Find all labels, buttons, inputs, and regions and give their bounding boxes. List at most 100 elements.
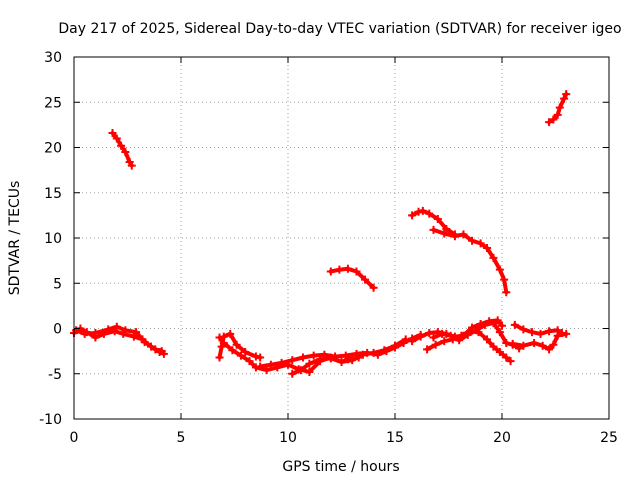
data-point <box>429 225 438 234</box>
data-point <box>459 230 468 239</box>
y-tick-label: 25 <box>44 95 62 111</box>
series-arc-8 <box>510 320 566 338</box>
series-line <box>431 227 509 295</box>
y-tick-label: -5 <box>48 367 62 383</box>
data-point <box>262 366 271 375</box>
x-tick-label: 25 <box>600 430 618 446</box>
data-point <box>553 110 562 119</box>
series-arc-1b <box>72 322 166 356</box>
data-point <box>440 337 449 346</box>
data-point <box>112 134 121 143</box>
data-point <box>91 329 100 338</box>
data-point <box>560 94 569 103</box>
data-point <box>363 348 372 357</box>
data-point <box>549 115 558 124</box>
data-point <box>495 265 504 274</box>
data-point <box>530 338 539 347</box>
series-arc-3c <box>256 330 425 371</box>
data-point <box>489 319 498 328</box>
y-tick-label: 10 <box>44 231 62 247</box>
data-point <box>335 265 344 274</box>
y-tick-label: 5 <box>53 276 62 292</box>
data-point <box>232 340 241 349</box>
y-tick-label: 0 <box>53 322 62 338</box>
series-arc-8b <box>508 329 571 354</box>
data-point <box>476 239 485 248</box>
series-line <box>74 324 164 354</box>
data-point <box>309 351 318 360</box>
data-point <box>553 331 562 340</box>
data-point <box>555 103 564 112</box>
data-point <box>433 214 442 223</box>
data-point <box>510 320 519 329</box>
data-point <box>425 329 434 338</box>
data-point <box>127 161 136 170</box>
data-point <box>121 326 130 335</box>
x-tick-label: 20 <box>493 430 511 446</box>
data-point <box>361 275 370 284</box>
data-point <box>455 336 464 345</box>
data-point <box>495 328 504 337</box>
data-point <box>442 224 451 233</box>
data-point <box>483 335 492 344</box>
data-point <box>423 345 432 354</box>
data-point <box>483 243 492 252</box>
data-point <box>425 209 434 218</box>
data-point <box>226 329 235 338</box>
data-point <box>416 332 425 341</box>
data-point <box>277 358 286 367</box>
x-tick-label: 15 <box>386 430 404 446</box>
data-point <box>256 362 265 371</box>
chart-title: Day 217 of 2025, Sidereal Day-to-day VTE… <box>58 21 621 37</box>
data-point <box>352 267 361 276</box>
data-point <box>316 355 325 364</box>
data-point <box>72 326 81 335</box>
data-point <box>256 353 265 362</box>
series-arc-7b <box>429 225 511 297</box>
y-axis-label: SDTVAR / TECUs <box>7 181 23 296</box>
data-point <box>489 253 498 262</box>
data-point <box>157 347 166 356</box>
series-arc-6c <box>429 319 524 353</box>
data-point <box>408 337 417 346</box>
data-point <box>369 283 378 292</box>
data-point <box>519 325 528 334</box>
data-point <box>373 350 382 359</box>
data-point <box>151 345 160 354</box>
data-point <box>545 345 554 354</box>
data-point <box>545 327 554 336</box>
data-point <box>472 326 481 335</box>
y-tick-label: 20 <box>44 141 62 157</box>
data-point <box>506 357 515 366</box>
data-point <box>129 332 138 341</box>
data-point <box>296 366 305 375</box>
data-point <box>527 328 536 337</box>
x-tick-label: 5 <box>177 430 186 446</box>
data-point <box>399 338 408 347</box>
axis-ticks: 0 5 10 15 20 25 -10 -5 0 5 10 15 20 25 30 <box>39 50 618 446</box>
series-arc-2 <box>108 129 136 170</box>
y-tick-label: -10 <box>39 412 62 428</box>
data-point <box>266 360 275 369</box>
data-point <box>121 148 130 157</box>
data-point <box>326 354 335 363</box>
data-point <box>562 329 571 338</box>
data-point <box>502 288 511 297</box>
data-point <box>391 343 399 352</box>
data-point <box>305 367 314 376</box>
data-point <box>245 357 254 366</box>
data-point <box>117 141 126 150</box>
series-arc-9 <box>545 90 571 127</box>
data-point <box>112 322 121 331</box>
data-point <box>500 275 509 284</box>
data-point <box>108 129 117 138</box>
data-point <box>298 353 307 362</box>
data-point <box>438 329 447 338</box>
series-arc-4 <box>288 353 363 378</box>
data-point <box>343 355 352 364</box>
data-point <box>382 347 391 356</box>
grid <box>74 57 609 419</box>
data-point <box>446 331 455 340</box>
